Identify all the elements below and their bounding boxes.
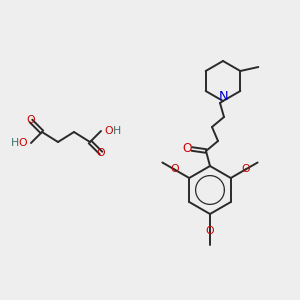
- Text: O: O: [182, 142, 192, 155]
- Text: O: O: [105, 126, 113, 136]
- Text: H: H: [113, 126, 121, 136]
- Text: O: O: [97, 148, 105, 158]
- Text: O: O: [206, 226, 214, 236]
- Text: N: N: [219, 91, 229, 103]
- Text: O: O: [19, 138, 27, 148]
- Text: O: O: [27, 115, 35, 125]
- Text: H: H: [11, 138, 19, 148]
- Text: O: O: [241, 164, 250, 175]
- Text: O: O: [170, 164, 179, 175]
